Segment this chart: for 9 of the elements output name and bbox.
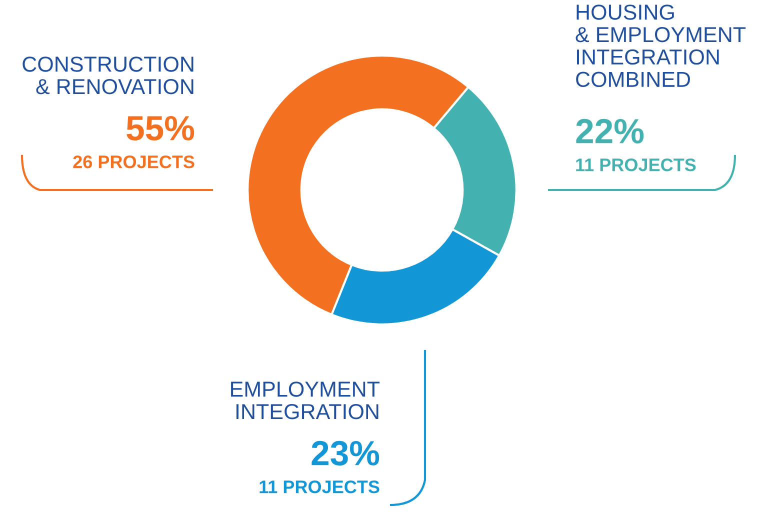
text: 11 PROJECTS: [576, 158, 696, 172]
text: 11 PROJECTS: [260, 480, 380, 494]
slice-label: HOUSING & EMPLOYMENT INTEGRATION COMBINED: [576, 4, 746, 88]
data-label: 22%: [576, 118, 644, 144]
slice-label: EMPLOYMENT INTEGRATION: [231, 382, 380, 420]
text: 26 PROJECTS: [73, 155, 194, 168]
data-label: 23%: [312, 440, 380, 466]
data-label: 55%: [126, 116, 194, 141]
slice-label: CONSTRUCTION & RENOVATION: [22, 56, 194, 94]
